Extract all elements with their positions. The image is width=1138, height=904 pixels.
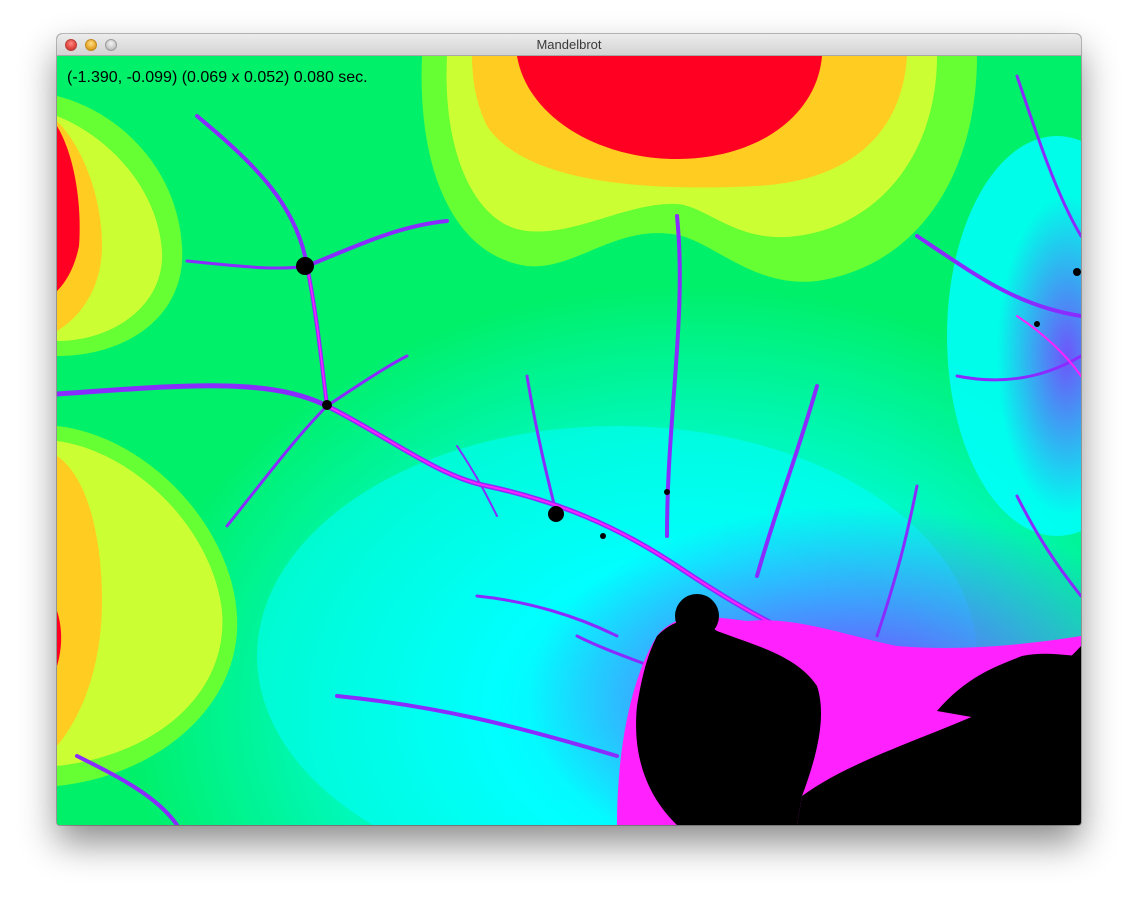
window-title: Mandelbrot bbox=[536, 37, 602, 52]
fractal-image bbox=[57, 56, 1081, 825]
coordinate-readout: (-1.390, -0.099) (0.069 x 0.052) 0.080 s… bbox=[67, 69, 368, 86]
app-window: Mandelbrot bbox=[57, 34, 1081, 825]
mandelbrot-canvas[interactable]: (-1.390, -0.099) (0.069 x 0.052) 0.080 s… bbox=[57, 56, 1081, 825]
zoom-button-icon[interactable] bbox=[105, 39, 117, 51]
minimize-button-icon[interactable] bbox=[85, 39, 97, 51]
title-bar[interactable]: Mandelbrot bbox=[57, 34, 1081, 56]
close-button-icon[interactable] bbox=[65, 39, 77, 51]
